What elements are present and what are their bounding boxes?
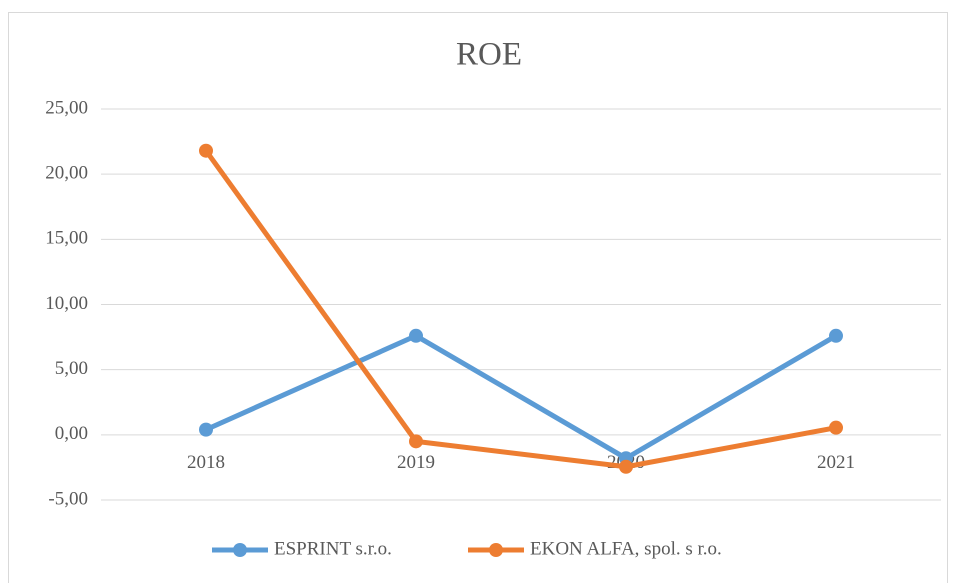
data-point <box>409 328 423 343</box>
chart-frame <box>8 12 948 583</box>
chart-title: ROE <box>456 37 522 73</box>
y-tick-label: 10,00 <box>45 293 88 314</box>
x-tick-label: 2021 <box>817 452 855 473</box>
series-line <box>204 333 838 461</box>
y-tick-label: -5,00 <box>48 488 88 509</box>
legend-label: ESPRINT s.r.o. <box>274 538 392 559</box>
legend-marker <box>233 543 247 557</box>
y-tick-label: 25,00 <box>45 97 88 118</box>
legend-marker <box>489 543 503 557</box>
x-tick-label: 2019 <box>397 452 435 473</box>
data-point <box>199 422 213 437</box>
y-tick-label: 15,00 <box>45 228 88 249</box>
y-tick-label: 20,00 <box>45 163 88 184</box>
data-point <box>619 459 633 474</box>
series-line <box>203 149 837 470</box>
x-tick-label: 2018 <box>187 452 225 473</box>
legend-label: EKON ALFA, spol. s r.o. <box>530 538 722 559</box>
y-tick-label: 0,00 <box>55 423 88 444</box>
data-point <box>199 143 213 158</box>
data-point <box>829 420 843 435</box>
data-point <box>829 328 843 343</box>
y-tick-label: 5,00 <box>55 358 88 379</box>
data-point <box>409 434 423 449</box>
